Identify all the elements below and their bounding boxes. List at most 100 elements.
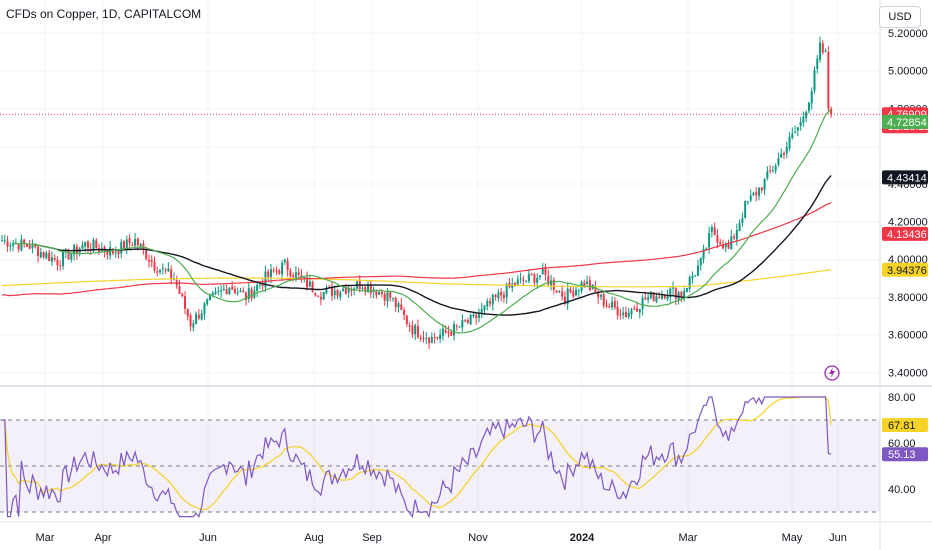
candle-body <box>231 286 234 290</box>
candle-body <box>697 265 700 276</box>
candle-body <box>633 308 636 310</box>
candle-body <box>375 291 378 296</box>
candle-body <box>794 131 797 134</box>
candle-body <box>685 288 688 293</box>
candle-body <box>325 287 328 294</box>
rsi-tick-label: 60.00 <box>888 438 916 450</box>
candle-body <box>84 241 87 247</box>
candle-body <box>436 337 439 339</box>
candle-body <box>236 292 239 294</box>
candle-body <box>317 295 320 297</box>
candle-body <box>577 290 580 292</box>
candle-body <box>583 282 586 286</box>
candle-body <box>555 290 558 293</box>
candle-body <box>425 338 428 340</box>
price-tick-label: 5.20000 <box>888 28 928 40</box>
candle-body <box>394 297 397 308</box>
candle-body <box>708 233 711 248</box>
candle-body <box>674 287 677 299</box>
candle-body <box>749 195 752 201</box>
candle-body <box>48 252 51 262</box>
time-tick-label: 2024 <box>570 532 595 544</box>
candle-body <box>489 301 492 304</box>
candle-body <box>414 325 417 335</box>
candle-body <box>624 312 627 318</box>
candle-body <box>211 292 214 295</box>
candle-body <box>594 285 597 292</box>
candle-body <box>120 241 123 254</box>
candle-body <box>441 328 444 336</box>
candle-body <box>622 312 625 315</box>
candle-body <box>452 324 455 336</box>
candle-body <box>20 239 23 251</box>
candle-body <box>364 287 367 292</box>
candle-body <box>807 102 810 112</box>
candle-body <box>17 243 20 250</box>
candle-body <box>805 111 808 118</box>
candle-body <box>533 274 536 284</box>
candle-body <box>572 291 575 297</box>
candle-body <box>630 309 633 315</box>
candle-body <box>269 269 272 277</box>
candle-body <box>719 242 722 245</box>
candle-body <box>314 293 317 296</box>
candle-body <box>827 51 830 109</box>
rsi-ma-line <box>2 396 832 511</box>
price-label-text: 4.72854 <box>887 117 927 129</box>
lightning-icon-bolt <box>829 367 835 379</box>
candle-body <box>819 42 822 60</box>
candle-body <box>278 270 281 274</box>
candle-body <box>602 294 605 306</box>
candle-body <box>416 325 419 338</box>
candle-body <box>439 334 442 339</box>
candle-body <box>450 331 453 336</box>
candle-body <box>627 313 630 317</box>
price-label-box <box>882 262 928 277</box>
candle-body <box>405 315 408 324</box>
candle-body <box>694 275 697 277</box>
candle-body <box>391 297 394 299</box>
candle-body <box>516 279 519 285</box>
candle-body <box>597 292 600 298</box>
candle-body <box>192 323 195 328</box>
price-tick-label: 4.20000 <box>888 217 928 229</box>
candle-body <box>389 291 392 298</box>
currency-button[interactable]: USD <box>879 6 921 28</box>
candle-body <box>569 289 572 293</box>
candle-body <box>136 238 139 246</box>
candle-body <box>181 293 184 297</box>
alert-lightning-icon[interactable] <box>824 365 840 381</box>
candle-body <box>464 320 467 322</box>
price-tick-label: 3.40000 <box>888 367 928 379</box>
candle-body <box>247 288 250 300</box>
candle-body <box>738 223 741 232</box>
rsi-label-text: 55.13 <box>888 449 916 461</box>
candle-body <box>480 309 483 315</box>
candle-body <box>1 240 3 242</box>
time-tick-label: Mar <box>679 532 698 544</box>
candle-body <box>200 313 203 320</box>
candle-body <box>727 243 730 249</box>
candle-body <box>672 287 675 289</box>
candle-body <box>733 236 736 239</box>
candle-body <box>710 226 713 232</box>
candle-body <box>233 288 236 294</box>
candle-body <box>605 304 608 307</box>
candle-body <box>73 244 76 255</box>
candle-body <box>289 270 292 277</box>
candle-body <box>28 245 31 249</box>
candle-body <box>372 290 375 293</box>
candle-body <box>658 296 661 298</box>
candle-body <box>716 235 719 243</box>
candle-body <box>145 249 148 260</box>
rsi-tick-label: 80.00 <box>888 392 916 404</box>
candle-body <box>400 304 403 311</box>
candle-body <box>134 238 137 246</box>
candle-body <box>616 306 619 316</box>
candle-body <box>53 257 56 260</box>
candle-body <box>500 292 503 296</box>
candle-body <box>647 297 650 300</box>
candle-body <box>170 269 173 279</box>
